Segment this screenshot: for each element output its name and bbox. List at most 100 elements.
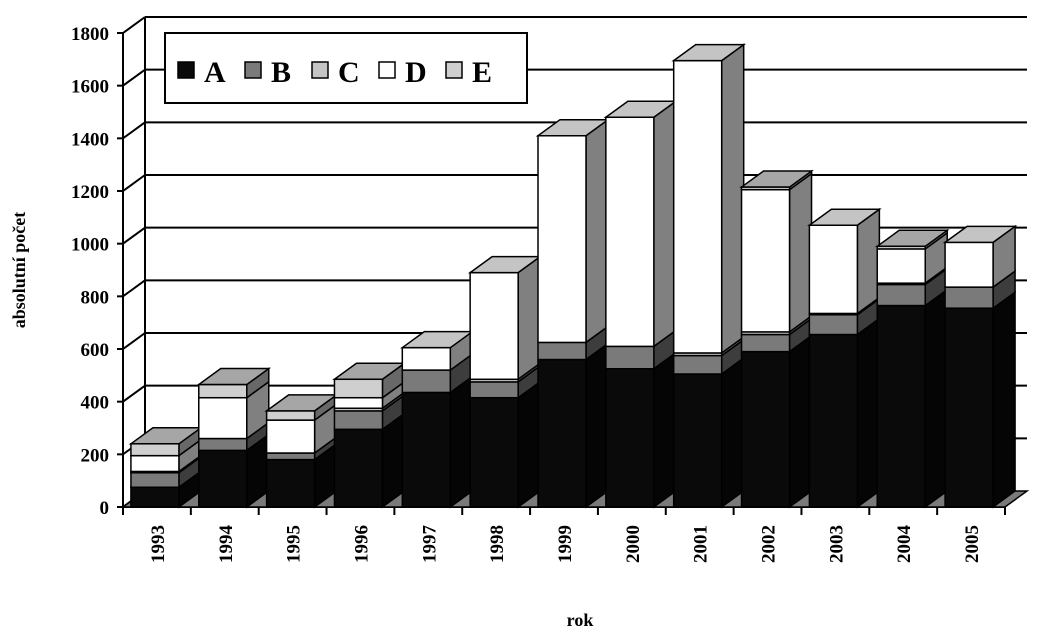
bar-top bbox=[671, 43, 746, 62]
legend-swatch-B bbox=[244, 61, 262, 79]
x-tick-label: 2004 bbox=[894, 525, 915, 564]
x-tick-label: 2000 bbox=[623, 525, 644, 563]
gridline-side bbox=[122, 174, 146, 192]
bar-B bbox=[401, 369, 452, 394]
bar-A bbox=[944, 307, 994, 508]
bar-D bbox=[401, 346, 452, 371]
y-tick-label: 1800 bbox=[71, 24, 109, 45]
bar-side-D bbox=[856, 207, 881, 315]
legend: A B C D E bbox=[164, 32, 528, 104]
y-tick-label: 200 bbox=[81, 445, 110, 466]
bar-D bbox=[469, 271, 519, 381]
bar-top bbox=[942, 225, 1018, 244]
bar-A bbox=[130, 486, 180, 508]
bar-B bbox=[672, 354, 723, 375]
y-tick-label: 800 bbox=[81, 287, 110, 308]
x-tick-label: 1998 bbox=[487, 525, 508, 563]
legend-swatch-D bbox=[378, 61, 396, 79]
bar-top bbox=[739, 170, 814, 188]
bar-E bbox=[265, 410, 316, 421]
bar-B bbox=[944, 286, 994, 309]
legend-label-C: C bbox=[338, 56, 360, 89]
legend-swatch-A bbox=[177, 61, 195, 79]
legend-swatch-E bbox=[445, 61, 463, 79]
x-tick-label: 1996 bbox=[351, 525, 372, 563]
bar-top bbox=[196, 367, 272, 386]
bar-E bbox=[198, 383, 248, 399]
gridline-side bbox=[122, 121, 146, 140]
bar-B bbox=[876, 283, 926, 307]
bar-B bbox=[265, 452, 316, 461]
bar-side-A bbox=[788, 334, 813, 509]
bar-A bbox=[876, 304, 926, 508]
bar-A bbox=[469, 396, 519, 508]
bar-B bbox=[537, 341, 587, 361]
gridline-side bbox=[122, 279, 146, 298]
gridline-side bbox=[122, 16, 146, 34]
bars bbox=[128, 43, 1018, 509]
bar-B bbox=[130, 472, 180, 488]
bar-side-A bbox=[653, 351, 677, 509]
bar-E bbox=[130, 443, 180, 457]
y-tick-labels: 0 200 400 600 800 1000 1200 1400 1600 1800 bbox=[71, 24, 109, 519]
y-tick-label: 0 bbox=[100, 498, 110, 519]
bar-side-A bbox=[924, 288, 948, 509]
x-tick-label: 1997 bbox=[419, 525, 440, 564]
bar-D bbox=[876, 248, 926, 284]
x-tick-label: 1995 bbox=[284, 525, 305, 563]
y-tick-label: 1600 bbox=[71, 77, 109, 98]
bar-A bbox=[605, 368, 655, 508]
bar-side-A bbox=[585, 342, 609, 509]
bar-A bbox=[537, 358, 587, 508]
gridline-side bbox=[122, 226, 146, 245]
bar-D bbox=[130, 454, 180, 473]
bar-D bbox=[672, 59, 723, 354]
x-tick-label: 1999 bbox=[555, 525, 576, 563]
bar-D bbox=[740, 188, 791, 333]
legend-box bbox=[164, 32, 528, 104]
bar-side-D bbox=[585, 118, 609, 344]
y-tick-label: 400 bbox=[81, 393, 110, 414]
bar-side-D bbox=[720, 43, 745, 355]
y-tick-label: 1400 bbox=[71, 129, 109, 150]
gridline-side bbox=[122, 332, 146, 350]
bar-B bbox=[808, 314, 859, 336]
legend-label-E: E bbox=[472, 56, 492, 89]
bar-A bbox=[198, 449, 248, 508]
x-tick-label: 1993 bbox=[148, 525, 169, 563]
bar-A bbox=[672, 373, 723, 508]
x-axis-title: rok bbox=[567, 610, 594, 627]
legend-label-D: D bbox=[405, 56, 427, 89]
y-axis-title: absolutní počet bbox=[9, 212, 29, 329]
bar-A bbox=[808, 333, 859, 508]
legend-swatch-C bbox=[311, 61, 329, 79]
y-tick-label: 1000 bbox=[71, 235, 109, 256]
x-tick-label: 2001 bbox=[691, 525, 712, 563]
bar-top bbox=[807, 208, 882, 226]
bar-D bbox=[944, 241, 994, 288]
bar-B bbox=[605, 345, 655, 370]
bar-side-D bbox=[653, 99, 677, 348]
y-tick-label: 1200 bbox=[71, 182, 109, 203]
y-tick-label: 600 bbox=[81, 340, 110, 361]
bar-D bbox=[605, 116, 655, 348]
x-tick-label: 2005 bbox=[962, 525, 983, 563]
bar-D bbox=[333, 396, 384, 410]
legend-label-B: B bbox=[271, 56, 291, 89]
x-tick-labels: 1993 1994 1995 1996 1997 1998 1999 2000 2001 2002… bbox=[148, 525, 983, 564]
bar-side-A bbox=[720, 356, 745, 509]
bar-D bbox=[265, 419, 316, 454]
bar-side-A bbox=[856, 317, 881, 509]
bar-B bbox=[198, 437, 248, 452]
bar-B bbox=[333, 410, 384, 431]
bar-side-A bbox=[449, 374, 474, 509]
bar-side-D bbox=[517, 255, 541, 381]
bar-side-D bbox=[788, 172, 813, 334]
bar-side-A bbox=[517, 380, 541, 509]
gridline-side bbox=[122, 68, 146, 87]
x-tick-label: 1994 bbox=[216, 525, 237, 564]
bar-side-A bbox=[992, 290, 1016, 509]
bar-D bbox=[198, 396, 248, 440]
bar-D bbox=[808, 224, 859, 315]
